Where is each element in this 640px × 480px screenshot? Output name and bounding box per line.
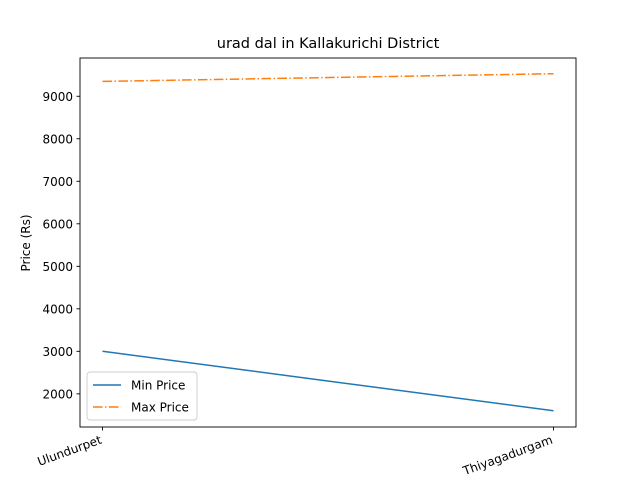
y-tick-label: 2000 [42,387,73,401]
y-tick-label: 8000 [42,132,73,146]
legend: Min Price Max Price [86,371,198,421]
y-tick-label: 3000 [42,345,73,359]
y-axis-label: Price (Rs) [19,214,33,271]
series-line [102,72,554,83]
y-tick-label: 7000 [42,175,73,189]
y-tick-label: 6000 [42,217,73,231]
y-tick-label: 5000 [42,260,73,274]
legend-entry-label: Max Price [131,401,189,415]
legend-box [86,371,198,421]
y-tick-label: 9000 [42,90,73,104]
series-lines [102,72,554,412]
plot-area [79,57,577,428]
x-tick-label: Ulundurpet [36,433,104,469]
x-tick-label: Thiyagadurgam [460,433,554,479]
chart-title: urad dal in Kallakurichi District [217,36,440,52]
series-line [102,350,554,412]
legend-entry-label: Min Price [131,379,185,393]
y-tick-label: 4000 [42,302,73,316]
